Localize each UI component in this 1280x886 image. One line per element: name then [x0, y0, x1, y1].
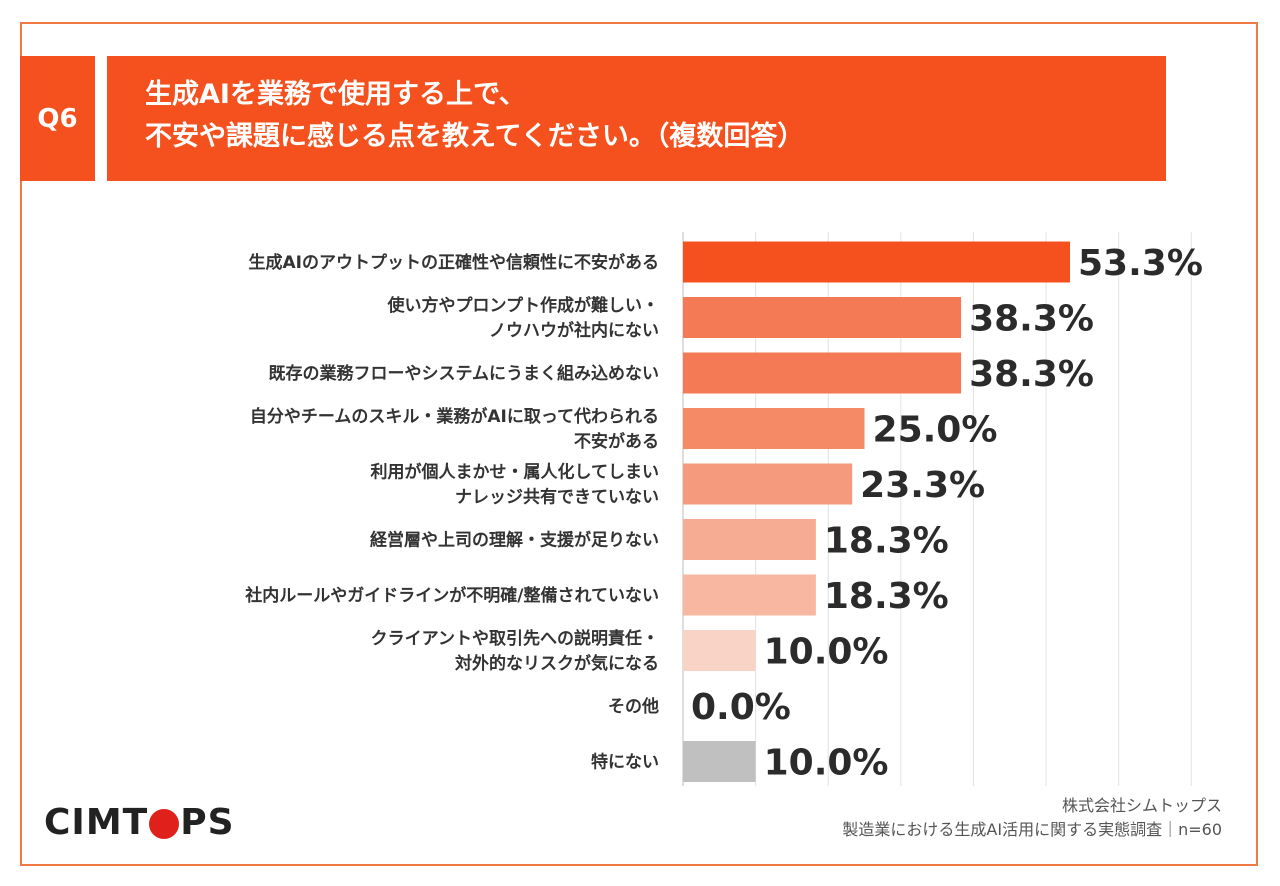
data-label: 53.3%	[1078, 243, 1203, 284]
category-label: 利用が個人まかせ・属人化してしまい	[371, 462, 660, 483]
logo-dot	[149, 809, 179, 839]
category-label: その他	[608, 696, 659, 717]
bar	[683, 575, 816, 616]
category-label: 対外的なリスクが気になる	[454, 653, 659, 674]
category-label: 不安がある	[574, 431, 659, 452]
bar	[683, 353, 961, 394]
category-label: 生成AIのアウトプットの正確性や信頼性に不安がある	[249, 252, 659, 273]
data-label: 25.0%	[873, 410, 998, 451]
cimtops-logo: CIMT PS	[44, 802, 235, 843]
category-label: 既存の業務フローやシステムにうまく組み込めない	[269, 363, 660, 384]
data-label: 10.0%	[764, 632, 889, 673]
category-label: ナレッジ共有できていない	[455, 487, 659, 508]
category-label: 社内ルールやガイドラインが不明確/整備されていない	[244, 585, 659, 606]
source-company: 株式会社シムトップス	[842, 794, 1222, 818]
source-note: 株式会社シムトップス 製造業における生成AI活用に関する実態調査｜n=60	[842, 794, 1222, 842]
category-label: ノウハウが社内にない	[489, 320, 659, 341]
bar	[683, 242, 1070, 283]
bar	[683, 297, 961, 338]
source-survey: 製造業における生成AI活用に関する実態調査｜n=60	[842, 818, 1222, 842]
data-label: 10.0%	[764, 743, 889, 784]
logo-text-end: PS	[180, 802, 234, 843]
data-label: 18.3%	[824, 521, 949, 562]
bar	[683, 741, 756, 782]
data-label: 0.0%	[691, 687, 791, 728]
bar	[683, 408, 865, 449]
bar	[683, 464, 852, 505]
data-label: 38.3%	[969, 354, 1094, 395]
category-label: 特にない	[591, 752, 659, 773]
data-label: 18.3%	[824, 576, 949, 617]
category-label: 自分やチームのスキル・業務がAIに取って代わられる	[250, 406, 659, 427]
data-label: 23.3%	[860, 465, 985, 506]
data-label: 38.3%	[969, 299, 1094, 340]
bar	[683, 519, 816, 560]
category-label: クライアントや取引先への説明責任・	[371, 628, 659, 649]
logo-text-start: CIMT	[44, 802, 148, 843]
category-label: 使い方やプロンプト作成が難しい・	[387, 295, 660, 316]
bar	[683, 630, 756, 671]
category-label: 経営層や上司の理解・支援が足りない	[370, 530, 659, 551]
